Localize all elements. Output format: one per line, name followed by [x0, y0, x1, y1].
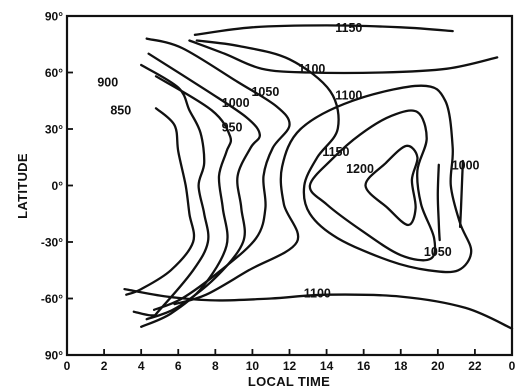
y-tick-label: -30° [41, 236, 63, 250]
y-tick-label: 90° [45, 349, 63, 363]
contour-line-1050 [145, 37, 291, 311]
x-tick-label: 16 [357, 359, 371, 373]
contour-label-1100: 1100 [335, 89, 362, 103]
contour-label-1050: 1050 [251, 85, 279, 99]
contour-label-1000: 1000 [452, 158, 480, 172]
x-tick-label: 20 [431, 359, 445, 373]
y-tick-label: 30° [45, 123, 63, 137]
contour-label-1100: 1100 [298, 62, 325, 76]
contour-label-1100: 1100 [304, 286, 331, 300]
contour-line-900 [132, 63, 210, 317]
contour-label-900: 900 [97, 75, 118, 89]
contour-lines [123, 24, 514, 330]
x-axis-title: LOCAL TIME [248, 374, 330, 389]
x-tick-label: 12 [283, 359, 297, 373]
contour-line-1050 [436, 163, 441, 242]
axis-ticks: 0 2 4 6 8 10 12 14 16 18 20 22 090°60°30°0°-30°-60°9… [41, 10, 516, 374]
y-tick-label: 0° [52, 179, 64, 193]
contour-label-850: 850 [110, 104, 131, 118]
y-tick-label: -60° [41, 292, 63, 306]
x-tick-label: 0 [64, 359, 71, 373]
contour-line-1100 [173, 39, 473, 306]
y-tick-label: 60° [45, 66, 63, 80]
x-tick-label: 6 [175, 359, 182, 373]
plot-frame [65, 14, 514, 357]
x-tick-label: 22 [468, 359, 482, 373]
contour-line-1100 [123, 287, 514, 330]
contour-label-1150: 1150 [335, 21, 362, 35]
contour-label-1150: 1150 [322, 145, 349, 159]
x-tick-label: 8 [212, 359, 219, 373]
contour-line-1150 [308, 109, 437, 262]
contour-line-1200 [364, 144, 419, 227]
contour-line-950 [140, 75, 233, 328]
contour-label-1050: 1050 [424, 245, 452, 259]
contour-labels: 1150110011001100115012001050105010001000… [97, 21, 479, 301]
x-tick-label: 2 [101, 359, 108, 373]
x-tick-label: 4 [138, 359, 145, 373]
contour-label-1000: 1000 [222, 96, 250, 110]
contour-line-1000 [145, 52, 261, 321]
y-axis-title: LATITUDE [15, 153, 30, 219]
contour-label-950: 950 [222, 121, 243, 135]
x-tick-label: 0 [509, 359, 516, 373]
contour-line-1000 [458, 159, 465, 229]
x-tick-label: 10 [246, 359, 260, 373]
contour-line-1100 [188, 39, 499, 75]
contour-line-850 [125, 107, 196, 296]
x-tick-label: 18 [394, 359, 408, 373]
contour-label-1200: 1200 [346, 162, 374, 176]
y-tick-label: 90° [45, 10, 63, 24]
contour-line-1150 [193, 24, 454, 36]
x-tick-label: 14 [320, 359, 334, 373]
